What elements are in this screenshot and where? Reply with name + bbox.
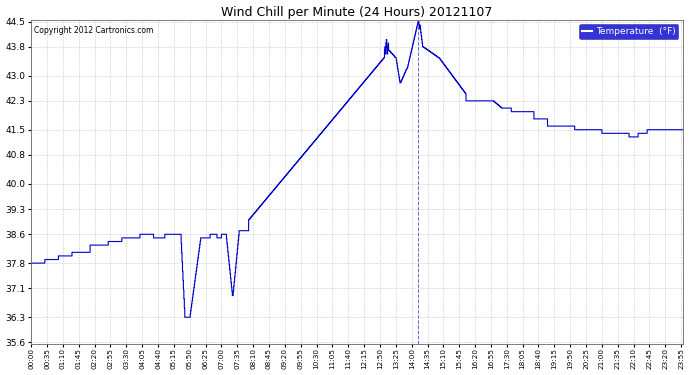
Title: Wind Chill per Minute (24 Hours) 20121107: Wind Chill per Minute (24 Hours) 2012110… [221,6,493,18]
Text: Copyright 2012 Cartronics.com: Copyright 2012 Cartronics.com [34,26,154,35]
Legend: Temperature  (°F): Temperature (°F) [579,24,678,39]
